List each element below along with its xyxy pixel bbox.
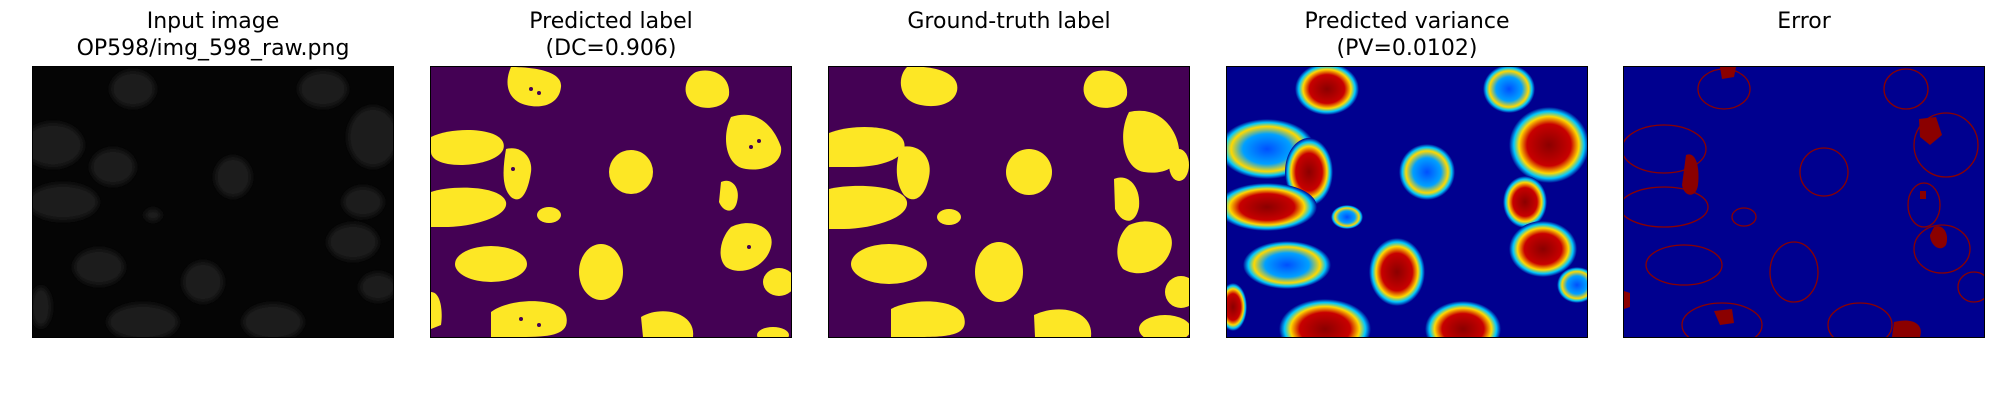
predicted-label-image [430, 66, 792, 338]
panel-ground-truth-label: Ground-truth label [828, 0, 1190, 400]
predicted-label-raster [431, 67, 791, 337]
input-image-raster [33, 67, 393, 337]
error-raster [1624, 67, 1984, 337]
panel-title-line2: Ground-truth label [907, 9, 1111, 34]
panel-title-line2: (PV=0.0102) [1336, 36, 1478, 61]
panel-title: Ground-truth label [808, 8, 1210, 35]
panel-title: Input image OP598/img_598_raw.png [12, 8, 414, 62]
panel-predicted-label: Predicted label (DC=0.906) [430, 0, 792, 400]
panel-title-line1: Input image [146, 9, 280, 34]
panel-error: Error [1623, 0, 1985, 400]
panel-title: Predicted label (DC=0.906) [410, 8, 812, 62]
panel-title: Error [1603, 8, 2000, 35]
error-image [1623, 66, 1985, 338]
ground-truth-raster [829, 67, 1189, 337]
panel-title-line2: Error [1777, 9, 1831, 34]
panel-title-line2: (DC=0.906) [545, 36, 677, 61]
predicted-variance-raster [1227, 67, 1587, 337]
panel-title-line1: Predicted variance [1304, 9, 1510, 34]
panel-title-line1: Predicted label [529, 9, 693, 34]
panel-input-image: Input image OP598/img_598_raw.png [32, 0, 394, 400]
input-image [32, 66, 394, 338]
predicted-variance-image [1226, 66, 1588, 338]
panel-title: Predicted variance (PV=0.0102) [1206, 8, 1608, 62]
ground-truth-image [828, 66, 1190, 338]
panel-predicted-variance: Predicted variance (PV=0.0102) [1226, 0, 1588, 400]
panel-title-line2: OP598/img_598_raw.png [76, 36, 350, 61]
